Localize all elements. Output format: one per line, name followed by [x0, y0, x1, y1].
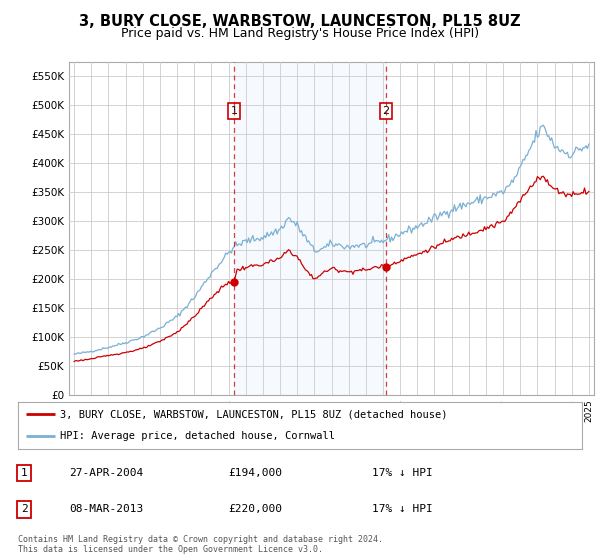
Bar	[234, 62, 386, 395]
Text: 08-MAR-2013: 08-MAR-2013	[69, 505, 143, 514]
Text: 2: 2	[20, 505, 28, 514]
Text: 2: 2	[382, 106, 389, 116]
Text: £220,000: £220,000	[228, 505, 282, 514]
Text: HPI: Average price, detached house, Cornwall: HPI: Average price, detached house, Corn…	[60, 431, 335, 441]
Text: 17% ↓ HPI: 17% ↓ HPI	[372, 505, 433, 514]
Text: 1: 1	[20, 468, 28, 478]
Text: £194,000: £194,000	[228, 468, 282, 478]
Text: 27-APR-2004: 27-APR-2004	[69, 468, 143, 478]
Text: Price paid vs. HM Land Registry's House Price Index (HPI): Price paid vs. HM Land Registry's House …	[121, 27, 479, 40]
Text: Contains HM Land Registry data © Crown copyright and database right 2024.
This d: Contains HM Land Registry data © Crown c…	[18, 535, 383, 554]
Text: 3, BURY CLOSE, WARBSTOW, LAUNCESTON, PL15 8UZ (detached house): 3, BURY CLOSE, WARBSTOW, LAUNCESTON, PL1…	[60, 409, 448, 419]
Text: 3, BURY CLOSE, WARBSTOW, LAUNCESTON, PL15 8UZ: 3, BURY CLOSE, WARBSTOW, LAUNCESTON, PL1…	[79, 14, 521, 29]
Text: 17% ↓ HPI: 17% ↓ HPI	[372, 468, 433, 478]
Text: 1: 1	[230, 106, 238, 116]
